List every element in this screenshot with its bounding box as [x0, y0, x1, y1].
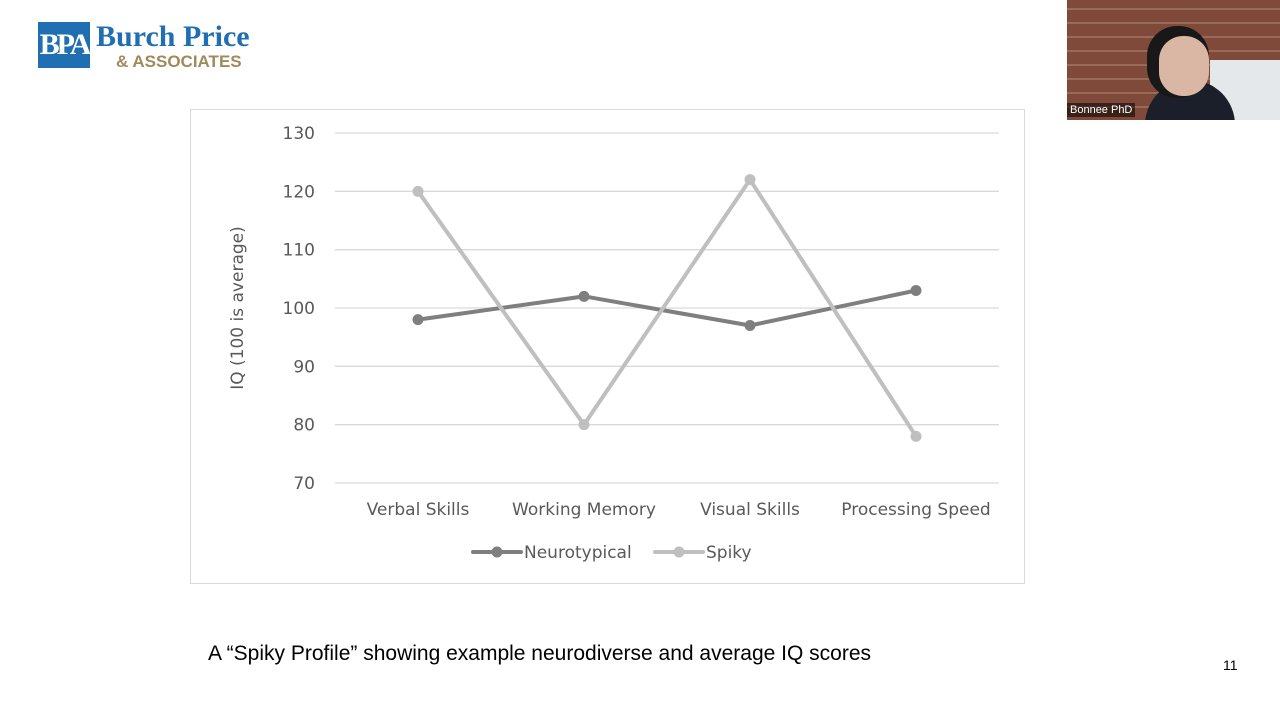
y-tick-label: 120	[283, 182, 315, 202]
y-tick-label: 90	[293, 357, 315, 377]
participant-name-label: Bonnee PhD	[1067, 103, 1136, 117]
data-point-neurotypical	[412, 314, 424, 326]
y-axis-ticks: 70 80 90 100 110 120 130	[283, 124, 315, 494]
logo-mark: BPA	[38, 22, 91, 68]
legend-swatch-marker	[491, 546, 503, 558]
company-logo: BPA Burch Price & ASSOCIATES	[38, 20, 278, 72]
y-tick-label: 70	[293, 474, 315, 494]
legend-swatch-marker	[673, 546, 685, 558]
logo-company-subtitle: & ASSOCIATES	[116, 52, 242, 71]
line-chart: 70 80 90 100 110 120 130 IQ (100 is average) V…	[228, 124, 999, 563]
y-tick-label: 110	[283, 241, 315, 261]
x-tick-label: Processing Speed	[841, 500, 990, 520]
participant-head	[1159, 36, 1209, 96]
y-tick-label: 80	[293, 416, 315, 436]
y-tick-label: 100	[283, 299, 315, 319]
slide-number: 11	[1223, 657, 1238, 673]
series	[412, 174, 922, 442]
chart-frame: 70 80 90 100 110 120 130 IQ (100 is average) V…	[190, 109, 1025, 584]
legend-label: Spiky	[706, 543, 752, 563]
data-point-spiky	[578, 419, 590, 431]
gridlines	[335, 132, 999, 484]
legend-label: Neurotypical	[524, 543, 632, 563]
data-point-spiky	[910, 430, 922, 442]
series-line-spiky	[416, 177, 918, 439]
y-tick-label: 130	[283, 124, 315, 144]
y-axis-label: IQ (100 is average)	[228, 226, 248, 390]
data-point-spiky	[412, 185, 424, 197]
slide-caption: A “Spiky Profile” showing example neurod…	[208, 642, 871, 665]
data-point-neurotypical	[910, 285, 922, 296]
data-point-neurotypical	[578, 290, 590, 302]
legend: Neurotypical Spiky	[471, 543, 752, 563]
data-point-neurotypical	[744, 320, 756, 331]
x-tick-label: Verbal Skills	[367, 500, 470, 520]
x-tick-label: Visual Skills	[700, 500, 800, 520]
logo-company-name: Burch Price	[96, 20, 250, 53]
x-axis-ticks: Verbal Skills Working Memory Visual Skills…	[367, 500, 991, 520]
participant-video-tile[interactable]: Bonnee PhD	[1067, 0, 1280, 120]
data-point-spiky	[744, 174, 756, 186]
x-tick-label: Working Memory	[512, 500, 656, 520]
